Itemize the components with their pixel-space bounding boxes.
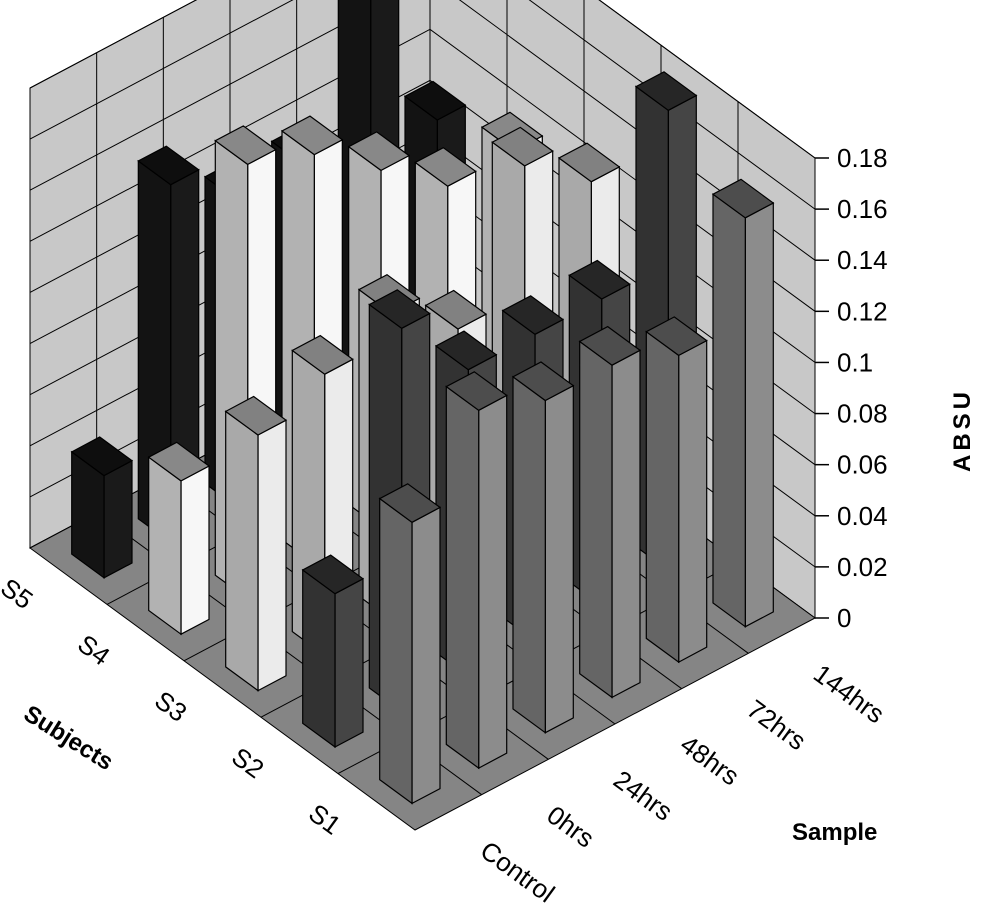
- chart-bars: [70, 0, 775, 805]
- x-axis-title: Sample: [792, 819, 877, 846]
- y-axis-title: Subjects: [19, 700, 118, 776]
- z-axis-title: ABSU: [949, 388, 976, 472]
- bar-s1-control: [378, 483, 442, 805]
- bar-s1-48hrs: [578, 325, 642, 699]
- z-tick-label: 0.18: [837, 143, 888, 173]
- bar-s1-72hrs: [645, 316, 708, 664]
- z-tick-label: 0.06: [837, 450, 888, 480]
- z-tick-label: 0.12: [837, 296, 888, 326]
- bar-s2-control: [301, 554, 365, 749]
- z-tick-label: 0.16: [837, 194, 888, 224]
- z-tick-label: 0.1: [837, 347, 873, 377]
- z-tick-label: 0.14: [837, 245, 888, 275]
- y-category-label: S3: [149, 685, 192, 728]
- bar-s1-24hrs: [511, 361, 575, 734]
- z-tick-label: 0.02: [837, 552, 888, 582]
- y-category-label: S4: [72, 628, 115, 671]
- bar-s4-control: [147, 441, 211, 636]
- bar-s1-144hrs: [711, 178, 775, 628]
- z-tick-label: 0: [837, 603, 851, 633]
- bar-s5-control: [70, 436, 134, 579]
- bar-s3-control: [224, 395, 288, 692]
- x-category-label: 0hrs: [541, 800, 600, 854]
- z-tick-label: 0.04: [837, 501, 888, 531]
- y-category-label: S2: [226, 741, 269, 784]
- z-axis-ticks: 0 0.02 0.04 0.06 0.08 0.1 0.12 0.14 0.16 0.18: [815, 143, 888, 633]
- x-category-label: 24hrs: [608, 764, 678, 827]
- x-category-label: 72hrs: [741, 694, 811, 757]
- y-category-label: S1: [303, 798, 346, 841]
- x-category-label: 48hrs: [675, 729, 745, 792]
- bar-s1-0hrs: [445, 371, 508, 770]
- y-category-label: S5: [0, 572, 39, 615]
- x-category-label: Control: [475, 835, 560, 909]
- x-category-label: 144hrs: [808, 658, 890, 729]
- z-tick-label: 0.08: [837, 399, 888, 429]
